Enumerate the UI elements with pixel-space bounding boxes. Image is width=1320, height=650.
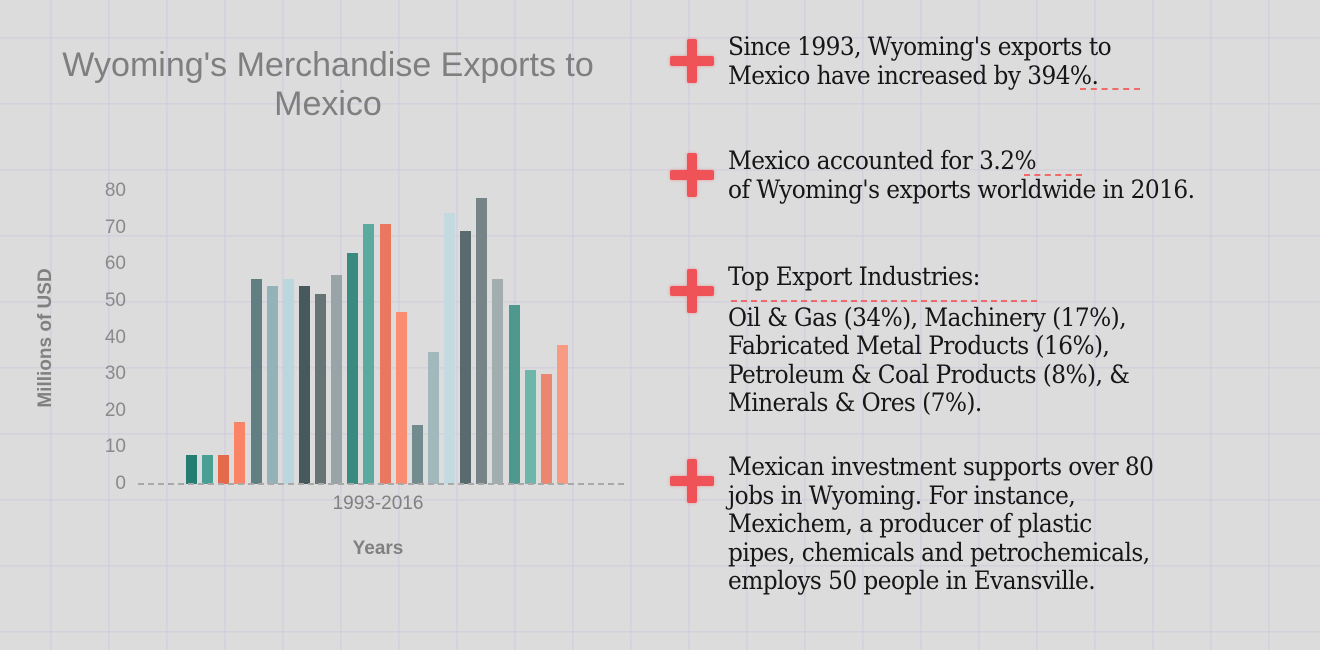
bar-2016: [556, 344, 568, 484]
y-tick: 40: [104, 327, 126, 348]
bar-2003: [347, 253, 359, 484]
bar-2012: [492, 278, 504, 484]
bar-1997: [250, 278, 262, 484]
bar-2011: [476, 198, 488, 484]
bar-2002: [331, 275, 343, 484]
bar-2009: [444, 212, 456, 484]
bar-1998: [266, 286, 278, 484]
highlight-underline: [1024, 174, 1082, 176]
plus-icon: [670, 269, 714, 313]
bar-1996: [234, 421, 246, 484]
y-tick: 60: [104, 253, 126, 274]
plus-icon: [670, 459, 714, 503]
fact-text: Since 1993, Wyoming's exports to Mexico h…: [728, 32, 1112, 90]
zero-baseline: [138, 483, 624, 485]
bar-2005: [379, 223, 391, 484]
bar-2013: [508, 304, 520, 484]
bar-1999: [282, 278, 294, 484]
chart-title: Wyoming's Merchandise Exports to Mexico: [20, 46, 636, 124]
bar-2007: [411, 425, 423, 484]
y-axis-label: Millions of USD: [35, 268, 56, 408]
bar-1994: [202, 454, 214, 484]
bar-2004: [363, 223, 375, 484]
highlight-underline: [1080, 88, 1140, 90]
fact-text: Mexico accounted for 3.2% of Wyoming's ex…: [728, 146, 1195, 204]
y-tick: 10: [104, 436, 126, 457]
bar-2014: [524, 370, 536, 484]
bar-2006: [395, 311, 407, 484]
bar-1993: [186, 454, 197, 484]
fact-text: Top Export Industries: Oil & Gas (34%), M…: [728, 262, 1130, 417]
chart-title-line-1: Wyoming's Merchandise Exports to: [62, 46, 594, 84]
y-tick: 0: [115, 473, 126, 494]
fact-text: Mexican investment supports over 80 jobs …: [728, 452, 1154, 595]
bar-2010: [460, 231, 472, 484]
bar-1995: [218, 454, 230, 484]
bar-2001: [315, 293, 327, 484]
plus-icon: [670, 39, 714, 83]
y-tick: 30: [104, 363, 126, 384]
highlight-underline: [731, 300, 1037, 302]
y-tick: 70: [104, 217, 126, 238]
bar-2008: [427, 352, 439, 484]
bar-2015: [540, 374, 552, 484]
y-tick: 80: [104, 180, 126, 201]
x-axis-label: Years: [352, 538, 404, 559]
y-tick: 20: [104, 400, 126, 421]
plus-icon: [670, 153, 714, 197]
y-tick: 50: [104, 290, 126, 311]
chart-title-line-2: Mexico: [274, 85, 382, 123]
x-tick-label: 1993-2016: [332, 493, 424, 514]
bar-2000: [298, 286, 310, 484]
